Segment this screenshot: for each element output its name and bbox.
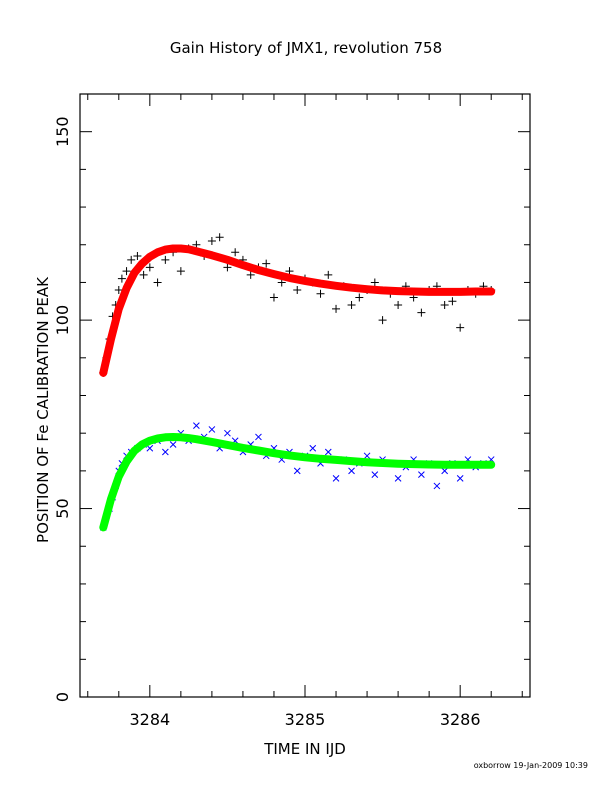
data-point xyxy=(355,293,364,302)
data-point xyxy=(441,467,449,475)
data-point xyxy=(176,267,185,276)
data-series xyxy=(99,233,496,532)
x-tick-label: 3284 xyxy=(129,710,170,729)
series-3-line xyxy=(99,433,496,532)
series-2-line xyxy=(99,244,496,377)
data-point xyxy=(440,301,449,310)
data-point xyxy=(262,259,271,268)
data-point xyxy=(208,426,216,433)
data-point xyxy=(269,293,278,302)
data-point xyxy=(332,304,341,313)
x-tick-label: 3285 xyxy=(285,710,326,729)
data-point xyxy=(293,467,301,475)
data-point xyxy=(363,452,371,460)
y-tick-label: 150 xyxy=(53,116,72,147)
y-tick-label: 0 xyxy=(53,692,72,702)
fit-curve xyxy=(99,244,496,377)
data-point xyxy=(161,255,170,264)
data-point xyxy=(223,263,232,272)
data-point xyxy=(371,471,379,478)
data-point xyxy=(417,308,426,317)
data-point xyxy=(153,278,162,287)
data-point xyxy=(231,248,240,257)
data-point xyxy=(309,444,317,452)
data-point xyxy=(122,267,131,276)
data-point xyxy=(114,285,123,294)
data-point xyxy=(394,301,403,310)
x-tick-label: 3286 xyxy=(440,710,481,729)
data-point xyxy=(433,482,441,490)
data-point xyxy=(456,323,465,332)
data-point xyxy=(378,316,387,325)
data-point xyxy=(207,236,216,245)
data-point xyxy=(347,301,356,310)
data-point xyxy=(246,270,255,279)
data-point xyxy=(316,289,325,298)
data-point xyxy=(133,252,142,261)
y-tick-label: 50 xyxy=(53,498,72,518)
data-point xyxy=(255,433,262,441)
data-point xyxy=(448,297,457,306)
y-axis-label: POSITION OF Fe CALIBRATION PEAK xyxy=(34,276,52,543)
plot-frame xyxy=(79,93,531,698)
data-point xyxy=(145,263,154,272)
data-point xyxy=(146,444,154,452)
data-point xyxy=(169,441,177,448)
axis-ticks: 3284 3285 3286 0 50 100 150 xyxy=(53,94,530,729)
data-point xyxy=(127,255,136,264)
data-point xyxy=(348,467,355,475)
data-point xyxy=(193,422,200,430)
data-point xyxy=(293,285,302,294)
data-point xyxy=(418,471,425,478)
fit-curve xyxy=(99,433,496,532)
chart-title: Gain History of JMX1, revolution 758 xyxy=(170,39,442,57)
data-point xyxy=(324,448,332,456)
data-point xyxy=(332,475,340,482)
data-point xyxy=(161,448,169,456)
data-point xyxy=(224,429,231,437)
data-point xyxy=(394,475,402,482)
y-tick-label: 100 xyxy=(53,305,72,336)
footer-credit: oxborrow 19-Jan-2009 10:39 xyxy=(474,761,588,770)
x-axis-label: TIME IN IJD xyxy=(263,740,346,758)
data-point xyxy=(215,233,224,242)
data-point xyxy=(370,278,379,287)
data-point xyxy=(456,475,464,482)
data-point xyxy=(324,270,333,279)
data-point xyxy=(139,270,148,279)
data-point xyxy=(117,274,126,283)
